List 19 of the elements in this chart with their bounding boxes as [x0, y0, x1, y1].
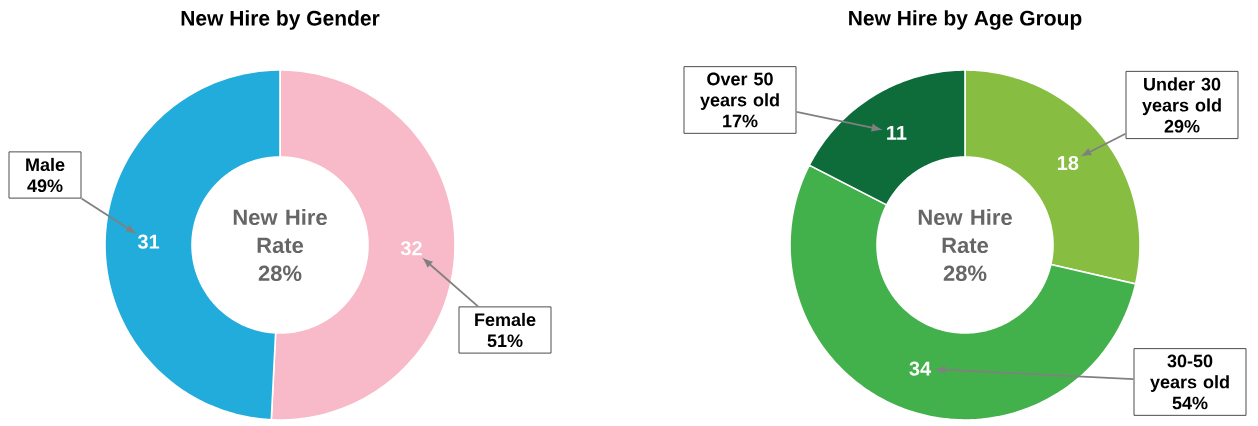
- text: 51%: [487, 334, 523, 348]
- text: New Hire Rate 28%: [233, 208, 327, 282]
- text: 54%: [1172, 396, 1208, 410]
- chart-title: New Hire by Age Group: [849, 10, 1082, 30]
- slice-label: Over 50 years old: [700, 72, 779, 110]
- text: New Hire Rate 28%: [918, 208, 1012, 282]
- data-label: 31: [137, 234, 160, 249]
- slice-label: Under 30 years old: [1142, 77, 1221, 116]
- data-label: 18: [1057, 155, 1079, 171]
- slice-label: 30-50 years old: [1150, 354, 1229, 392]
- data-label: 32: [400, 241, 422, 256]
- slice-label: Female: [475, 312, 536, 327]
- text: 17%: [723, 114, 758, 128]
- chart-title: New Hire by Gender: [181, 10, 380, 30]
- data-label: 34: [909, 361, 932, 376]
- text: 49%: [27, 179, 63, 193]
- slice-label: Male: [26, 157, 65, 172]
- text: 29%: [1164, 119, 1200, 133]
- data-label: 11: [887, 125, 907, 140]
